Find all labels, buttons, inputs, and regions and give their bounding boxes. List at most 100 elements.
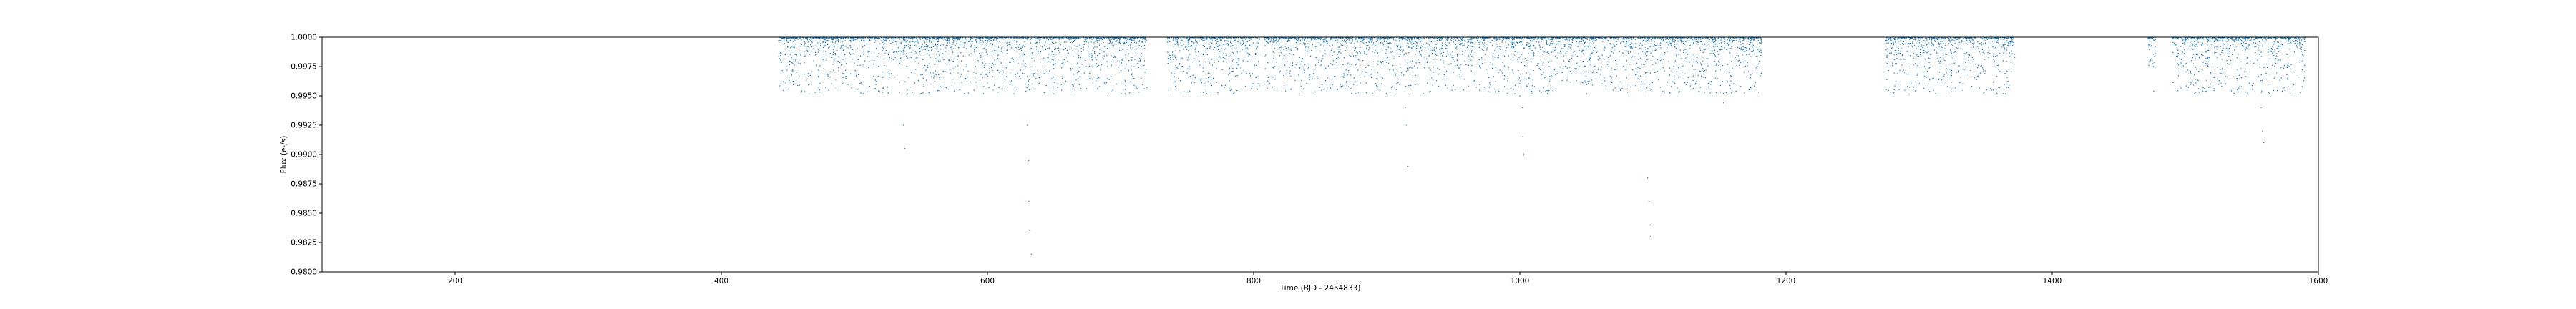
flux-point [864,45,866,46]
flux-point [994,37,995,39]
flux-point [1582,50,1584,52]
flux-point [1106,54,1108,57]
flux-point [975,66,977,67]
flux-point [855,39,857,41]
flux-point [1534,37,1536,39]
flux-point [930,72,931,74]
flux-point [1481,37,1483,39]
flux-point [1371,41,1372,43]
flux-point [1414,65,1415,67]
flux-point [1229,89,1231,92]
flux-point [1400,50,1401,52]
flux-point [985,63,987,64]
flux-point [1124,79,1126,81]
flux-point [1712,39,1714,41]
flux-point [1200,80,1201,82]
flux-point [1419,52,1420,54]
flux-point [1070,69,1072,71]
flux-point [957,65,959,67]
flux-point [1176,67,1177,69]
flux-point [933,77,935,79]
flux-point [1407,69,1409,71]
flux-point [1390,42,1392,44]
flux-point [1750,87,1752,89]
flux-point [1083,49,1085,51]
flux-point [1203,70,1204,72]
flux-point [1080,88,1082,89]
flux-point [1066,49,1068,52]
flux-point [1408,46,1410,49]
flux-point [1410,47,1413,49]
flux-point [1453,37,1455,39]
flux-point [1093,42,1095,44]
flux-point [993,50,995,52]
flux-point [1289,40,1291,41]
flux-point [1191,82,1193,84]
flux-point [1461,43,1463,44]
flux-point [1188,49,1189,51]
flux-point [990,39,992,41]
flux-point [1254,64,1256,66]
flux-point [1448,42,1450,44]
flux-point [905,55,907,57]
flux-point [1232,68,1234,69]
flux-point [1130,47,1131,49]
flux-point [919,38,921,39]
flux-point [1402,49,1405,51]
flux-point [1686,37,1687,39]
flux-point [804,55,806,57]
flux-point [1354,50,1355,52]
flux-point [1380,62,1382,64]
flux-point [1267,77,1269,78]
flux-point [1172,39,1174,41]
flux-point [1740,62,1741,64]
flux-point [1434,47,1435,49]
flux-point [1483,37,1485,39]
flux-point [1321,64,1322,66]
flux-point [1304,42,1306,44]
flux-point [889,57,891,59]
flux-point [1234,39,1236,41]
flux-point [1558,37,1560,39]
flux-point [1096,78,1098,79]
flux-point [1750,37,1752,39]
flux-point [1202,44,1204,46]
flux-point [1131,73,1133,74]
flux-point [1750,42,1752,44]
flux-point [1697,74,1699,77]
flux-point [942,44,945,46]
flux-point [1499,39,1501,40]
flux-point [979,52,980,54]
flux-point [1026,38,1028,39]
flux-point [1224,39,1226,41]
flux-point [799,63,801,64]
flux-point [1142,84,1143,86]
flux-point [1101,64,1103,66]
flux-point [912,38,914,39]
flux-point [1708,37,1709,39]
flux-point [1388,37,1390,39]
flux-point [879,91,881,92]
flux-point [1735,90,1737,92]
flux-point [1531,90,1533,92]
flux-point [1181,57,1183,59]
flux-point [1060,37,1063,39]
flux-point [1687,77,1689,79]
flux-point [819,82,821,84]
flux-point [1267,41,1269,43]
flux-point [1377,61,1379,62]
flux-point [1526,37,1528,39]
flux-point [1387,42,1390,44]
flux-point [1730,80,1732,82]
flux-point [807,73,809,74]
flux-point [1375,50,1377,52]
flux-point [1110,39,1111,41]
flux-point [905,45,907,46]
flux-point [1546,89,1548,92]
flux-point [1382,78,1383,79]
flux-point [1110,41,1111,43]
flux-point [1745,46,1747,49]
flux-point [1383,39,1385,41]
flux-point [1484,42,1485,44]
flux-point [851,87,852,89]
